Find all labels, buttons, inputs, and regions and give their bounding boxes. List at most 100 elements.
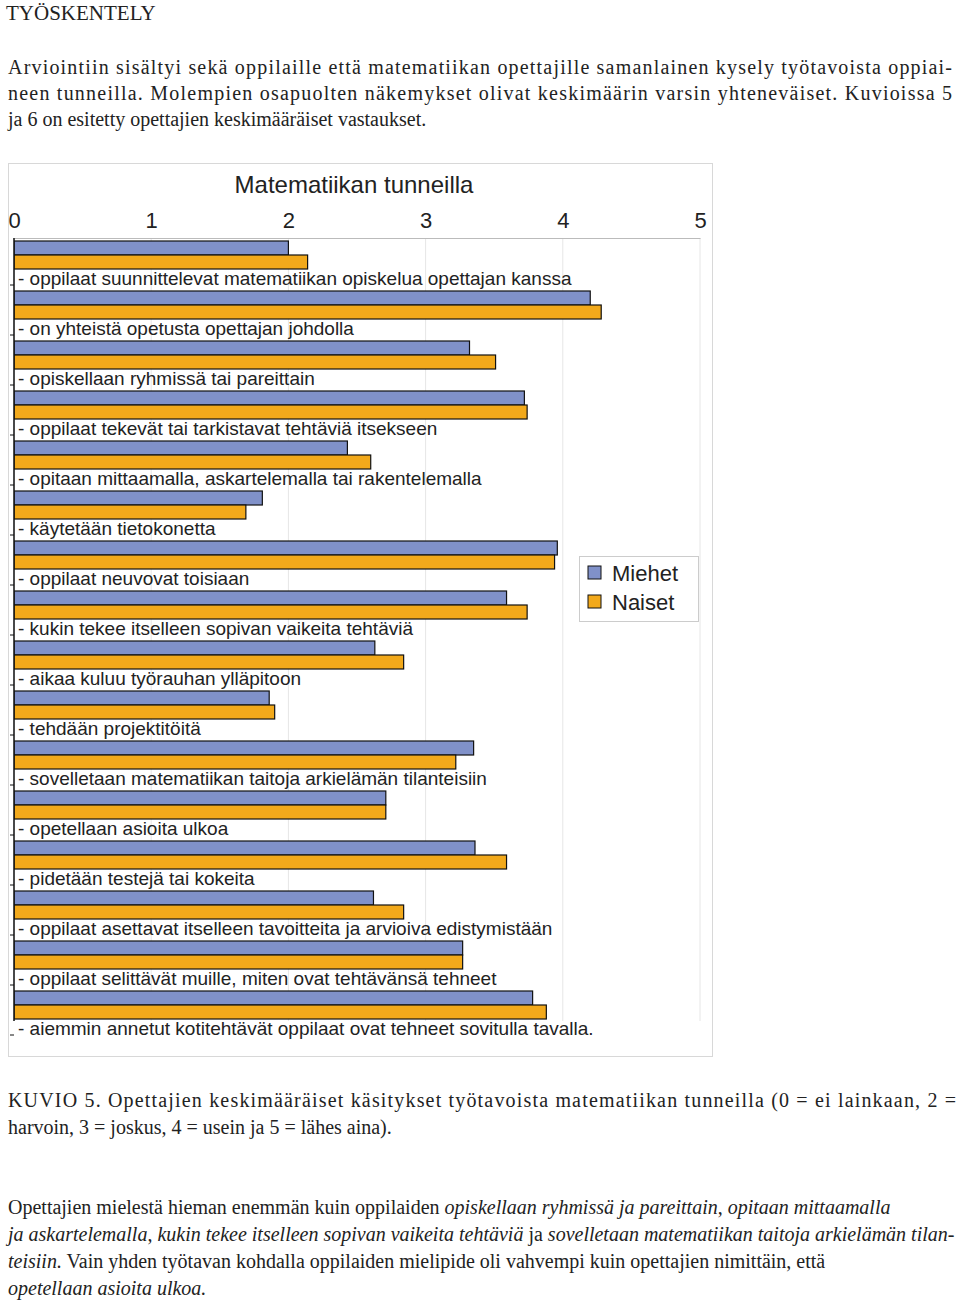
paragraph-segment: , [718, 1196, 728, 1218]
x-tick-label: 5 [694, 208, 706, 233]
intro-line: ja 6 on esitetty opettajien keskimääräis… [7, 108, 426, 131]
y-tick-mark [10, 485, 14, 486]
x-tick-label: 4 [557, 208, 569, 233]
bars [14, 241, 601, 1019]
legend-swatch [588, 566, 601, 579]
y-tick-mark [10, 335, 14, 336]
bar [14, 355, 496, 369]
paragraph-line: Opettajien mielestä hieman enemmän kuin … [8, 1196, 890, 1219]
grid [14, 238, 700, 1021]
category-label: - oppilaat neuvovat toisiaan [18, 568, 249, 589]
heading: TYÖSKENTELY [6, 1, 156, 25]
x-tick: 3 [420, 208, 432, 238]
x-tick: 0 [8, 208, 20, 238]
category-label: - käytetään tietokonetta [18, 518, 216, 539]
legend-label: Naiset [612, 590, 674, 615]
y-tick-mark [10, 685, 14, 686]
bar [14, 905, 404, 919]
bar [14, 655, 404, 669]
bar [14, 391, 524, 405]
bar [14, 641, 375, 655]
legend-box [580, 557, 699, 622]
bar [14, 505, 246, 519]
x-tick: 4 [557, 208, 569, 238]
x-tick-label: 2 [283, 208, 295, 233]
category-label: - aiemmin annetut kotitehtävät oppilaat … [18, 1018, 594, 1039]
bar [14, 755, 456, 769]
category-label: - oppilaat asettavat itselleen tavoittei… [18, 918, 552, 939]
x-tick: 2 [283, 208, 295, 238]
category-label: - oppilaat tekevät tai tarkistavat tehtä… [18, 418, 437, 439]
paragraph-line: opetellaan asioita ulkoa. [8, 1277, 206, 1300]
caption-line: KUVIO 5. Opettajien keskimääräiset käsit… [8, 1089, 956, 1112]
x-tick-label: 0 [8, 208, 20, 233]
category-label: - opitaan mittaamalla, askartelemalla ta… [18, 468, 482, 489]
series-0 [14, 241, 590, 1005]
category-label: - oppilaat selittävät muille, miten ovat… [18, 968, 497, 989]
bar [14, 791, 386, 805]
category-label: - aikaa kuluu työrauhan ylläpitoon [18, 668, 301, 689]
y-tick-mark [10, 435, 14, 436]
bar [14, 405, 527, 419]
bar [14, 541, 557, 555]
intro-line: neen tunneilla. Molempien osapuolten näk… [8, 82, 952, 105]
category-label: - sovelletaan matematiikan taitoja arkie… [18, 768, 487, 789]
y-tick-mark [10, 285, 14, 286]
bar [14, 855, 507, 869]
y-tick-mark [10, 535, 14, 536]
grid-line [14, 238, 15, 1021]
paragraph-segment: opiskellaan ryhmissä ja pareittain [445, 1196, 718, 1219]
y-tick-mark [10, 985, 14, 986]
bar [14, 891, 373, 905]
y-tick-mark [10, 385, 14, 386]
bar [14, 841, 475, 855]
legend: Miehet Naiset [580, 557, 699, 622]
x-axis: 0 1 2 3 4 5 [8, 208, 706, 239]
bar [14, 805, 386, 819]
x-tick: 5 [694, 208, 706, 238]
bar [14, 1005, 546, 1019]
paragraph-segment: Opettajien mielestä hieman enemmän kuin … [8, 1196, 445, 1219]
bar [14, 705, 275, 719]
y-tick-mark [10, 935, 14, 936]
chart-title: Matematiikan tunneilla [235, 171, 474, 198]
bar [14, 605, 527, 619]
y-tick-mark [10, 785, 14, 786]
category-label: - pidetään testejä tai kokeita [18, 868, 255, 889]
page: TYÖSKENTELY Arviointiin sisältyi sekä opp… [0, 0, 960, 1304]
bar [14, 555, 555, 569]
intro-line: Arviointiin sisältyi sekä oppilaille ett… [8, 56, 952, 79]
bar [14, 691, 269, 705]
chart-frame [9, 164, 713, 1057]
paragraph-segment: ja askartelemalla [5, 1223, 147, 1246]
x-tick-label: 1 [146, 208, 158, 233]
paragraph-line: ja askartelemalla, kukin tekee itselleen… [5, 1223, 954, 1246]
paragraph-segment: ja [523, 1223, 547, 1246]
paragraph-segment: opetellaan asioita ulkoa. [8, 1277, 206, 1300]
caption-line: harvoin, 3 = joskus, 4 = usein ja 5 = lä… [8, 1116, 392, 1139]
bar [14, 955, 463, 969]
bar [14, 941, 463, 955]
y-tick-mark [10, 735, 14, 736]
category-label: - opiskellaan ryhmissä tai pareittain [18, 368, 315, 389]
bar [14, 441, 347, 455]
x-axis-line [15, 238, 701, 239]
category-label: - tehdään projektitöitä [18, 718, 201, 739]
category-label: - opetellaan asioita ulkoa [18, 818, 229, 839]
category-label: - kukin tekee itselleen sopivan vaikeita… [18, 618, 413, 639]
bar [14, 291, 590, 305]
bar [14, 255, 308, 269]
grid-line [562, 238, 563, 1021]
y-tick-mark [10, 885, 14, 886]
legend-swatch [588, 595, 601, 608]
category-labels: - oppilaat suunnittelevat matematiikan o… [10, 268, 594, 1039]
category-label: - on yhteistä opetusta opettajan johdoll… [18, 318, 354, 339]
series-1 [14, 255, 601, 1019]
y-tick-mark [10, 585, 14, 586]
paragraph-segment: , [147, 1223, 157, 1245]
x-tick-label: 3 [420, 208, 432, 233]
paragraph-line: teisiin. Vain yhden työtavan kohdalla op… [8, 1250, 825, 1273]
bar [14, 491, 262, 505]
legend-label: Miehet [612, 561, 678, 586]
bar [14, 305, 601, 319]
